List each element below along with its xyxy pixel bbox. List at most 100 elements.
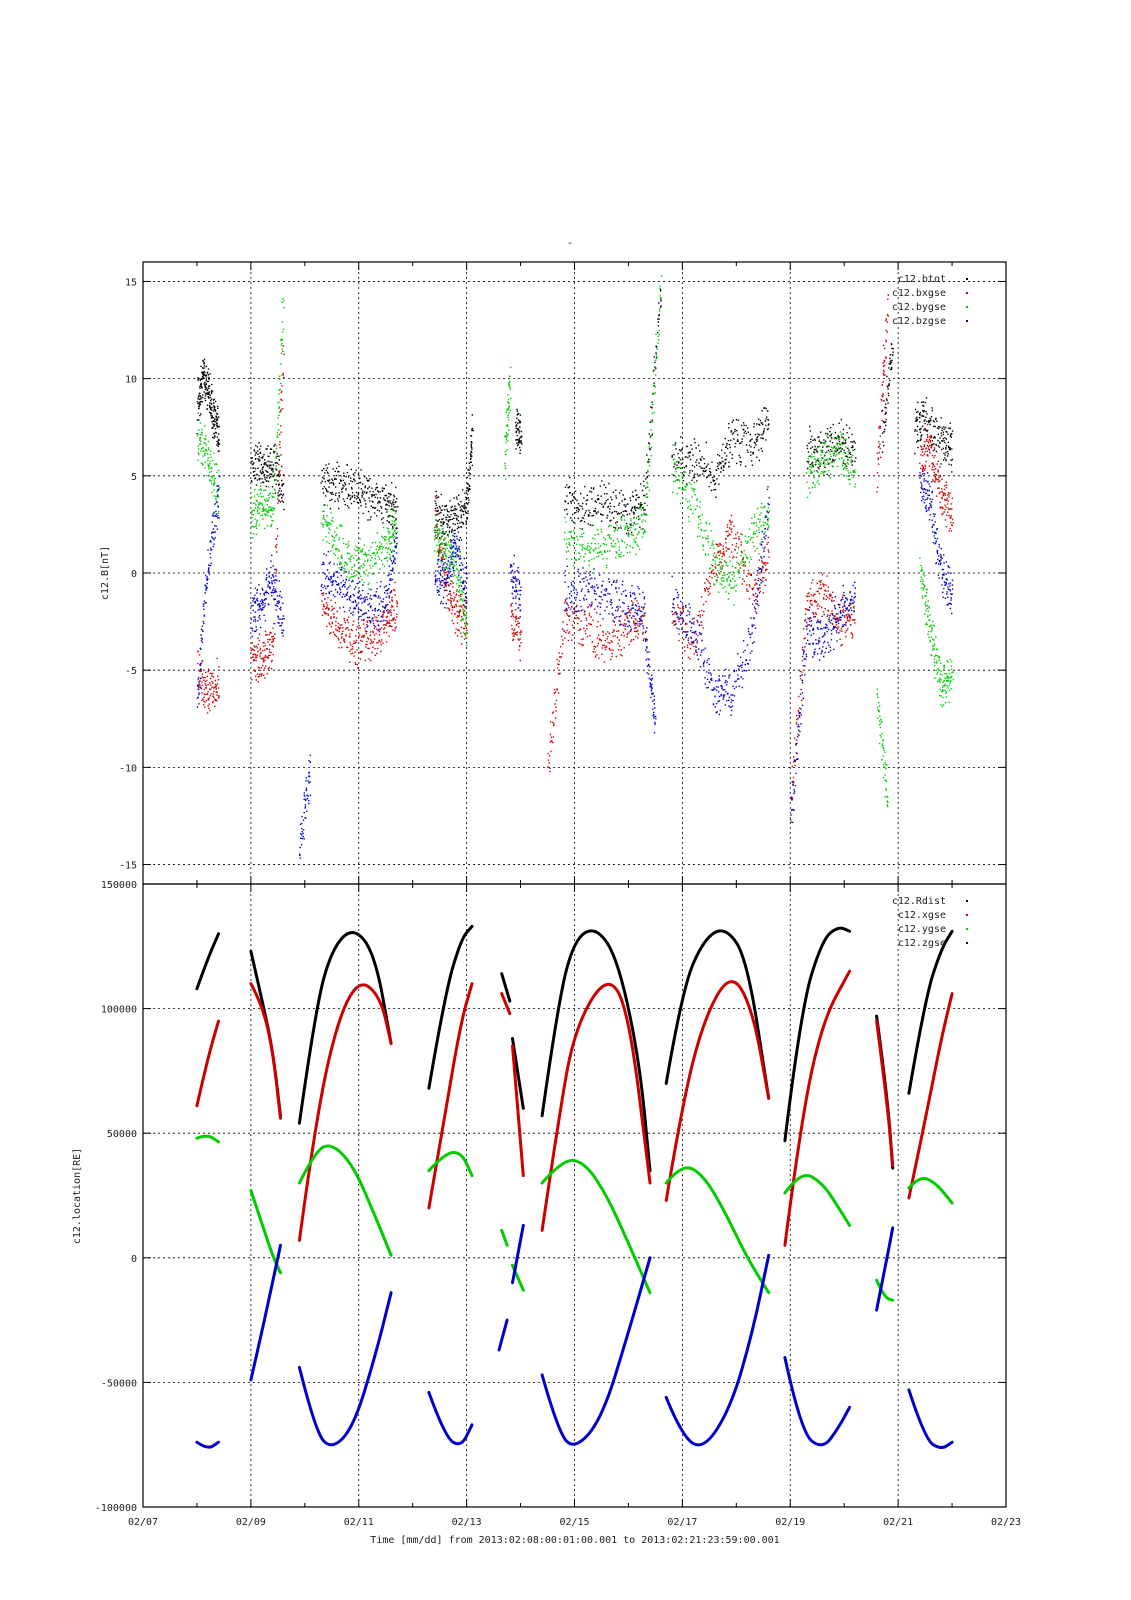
location-panel: c12.location[RE] -100000 -50000 0 50000 1000… bbox=[72, 880, 1007, 1514]
series-line-segment bbox=[783, 926, 852, 1143]
legend-marker bbox=[966, 306, 968, 308]
scatter-points bbox=[515, 408, 523, 454]
data-marks bbox=[195, 924, 954, 1450]
series-line-segment bbox=[195, 1440, 220, 1449]
scatter-points bbox=[298, 754, 312, 859]
legend-marker bbox=[966, 292, 968, 294]
series-line-segment bbox=[195, 932, 220, 991]
y-tick-label: -100000 bbox=[95, 1503, 137, 1514]
series-line-segment bbox=[664, 1166, 771, 1295]
series-c12-bxgse bbox=[197, 294, 954, 823]
y-tick-label: 50000 bbox=[107, 1129, 137, 1140]
x-tick-label: 02/13 bbox=[452, 1517, 482, 1528]
y-tick-label: 0 bbox=[131, 1254, 137, 1265]
scatter-points bbox=[320, 461, 399, 536]
series-line-segment bbox=[540, 982, 652, 1232]
scatter-points bbox=[250, 298, 285, 539]
legend-label: c12.zgse bbox=[898, 938, 946, 949]
series-c12-bzgse bbox=[196, 470, 954, 859]
series-line-segment bbox=[511, 1044, 525, 1178]
x-tick-label: 02/21 bbox=[883, 1517, 913, 1528]
legend-label: c12.bxgse bbox=[892, 288, 946, 299]
legend-label: c12.bygse bbox=[892, 302, 946, 313]
y-tick-label: 5 bbox=[131, 472, 137, 483]
series-c12-zgse bbox=[195, 1223, 954, 1450]
y-tick-label: -15 bbox=[119, 861, 137, 872]
series-line-segment bbox=[540, 1158, 652, 1295]
y-tick-label: -50000 bbox=[101, 1378, 137, 1389]
series-line-segment bbox=[427, 1390, 474, 1446]
legend-marker bbox=[966, 278, 968, 280]
legend-label: c12.xgse bbox=[898, 910, 946, 921]
y-tick-label: 10 bbox=[125, 375, 137, 386]
scatter-points bbox=[914, 397, 954, 473]
scatter-points bbox=[790, 581, 857, 824]
series-line-segment bbox=[497, 1318, 509, 1352]
scatter-points bbox=[197, 650, 220, 714]
legend-marker bbox=[966, 914, 968, 916]
series-line-segment bbox=[500, 1228, 509, 1247]
scatter-points bbox=[806, 418, 857, 476]
series-line-segment bbox=[249, 1243, 282, 1382]
series-line-segment bbox=[907, 929, 954, 1095]
y-tick-label: 15 bbox=[125, 277, 137, 288]
scatter-points bbox=[919, 470, 954, 615]
series-line-segment bbox=[875, 1278, 895, 1302]
scatter-points bbox=[876, 294, 889, 493]
series-line-segment bbox=[195, 1019, 220, 1108]
scatter-points bbox=[320, 504, 399, 590]
y-axis-label: c12.B[nT] bbox=[100, 546, 111, 600]
x-tick-label: 02/07 bbox=[128, 1517, 158, 1528]
y-axis-ticks: -100000 -50000 0 50000 100000 150000 bbox=[95, 880, 1007, 1514]
legend-label: c12.ygse bbox=[898, 924, 946, 935]
legend-marker bbox=[966, 928, 968, 930]
scatter-points bbox=[805, 431, 857, 499]
series-line-segment bbox=[664, 1253, 771, 1447]
series-line-segment bbox=[664, 980, 771, 1202]
y-tick-label: -10 bbox=[119, 763, 137, 774]
series-line-segment bbox=[249, 1189, 282, 1275]
scatter-points bbox=[671, 407, 770, 498]
scatter-points bbox=[197, 412, 221, 515]
x-tick-label: 02/09 bbox=[236, 1517, 266, 1528]
series-line-segment bbox=[783, 1356, 852, 1447]
series-line-segment bbox=[540, 1256, 652, 1446]
series-line-segment bbox=[664, 929, 771, 1100]
legend-marker bbox=[966, 900, 968, 902]
legend: c12.Rdist c12.xgse c12.ygse c12.zgse bbox=[892, 896, 968, 949]
x-tick-label: 02/11 bbox=[344, 1517, 374, 1528]
series-line-segment bbox=[249, 982, 282, 1120]
series-line-segment bbox=[297, 1144, 393, 1257]
x-axis-label: Time [mm/dd] from 2013:02:08:00:01:00.00… bbox=[370, 1535, 779, 1546]
scatter-points bbox=[321, 581, 398, 669]
series-line-segment bbox=[195, 1134, 220, 1144]
series-line-segment bbox=[500, 972, 512, 1003]
legend-marker bbox=[966, 942, 968, 944]
series-line-segment bbox=[907, 1388, 954, 1450]
scatter-points bbox=[644, 627, 657, 734]
y-tick-label: 150000 bbox=[101, 880, 137, 891]
legend-marker bbox=[966, 320, 968, 322]
series-line-segment bbox=[297, 931, 393, 1125]
scatter-points bbox=[881, 343, 894, 453]
series-line-segment bbox=[511, 1223, 525, 1285]
legend-label: c12.bzgse bbox=[892, 316, 946, 327]
series-line-segment bbox=[297, 983, 393, 1242]
x-tick-label: 02/15 bbox=[559, 1517, 589, 1528]
series-line-segment bbox=[875, 1226, 895, 1312]
x-axis-ticks: 02/07 02/09 02/11 02/13 02/15 02/17 02/19 02/21… bbox=[128, 1517, 1021, 1528]
data-marks bbox=[196, 275, 954, 859]
y-tick-label: 100000 bbox=[101, 1005, 137, 1016]
x-tick-label: 02/17 bbox=[667, 1517, 697, 1528]
series-line-segment bbox=[500, 992, 512, 1016]
series-line-segment bbox=[427, 924, 474, 1090]
series-line-segment bbox=[875, 1019, 895, 1168]
series-line-segment bbox=[540, 929, 652, 1173]
y-axis-label: c12.location[RE] bbox=[72, 1148, 83, 1244]
scatter-points bbox=[250, 442, 285, 511]
grid bbox=[143, 262, 1006, 884]
scatter-points bbox=[509, 554, 522, 618]
y-axis-ticks: -15 -10 -5 0 5 10 15 bbox=[119, 262, 1007, 884]
series-line-segment bbox=[427, 1150, 474, 1178]
